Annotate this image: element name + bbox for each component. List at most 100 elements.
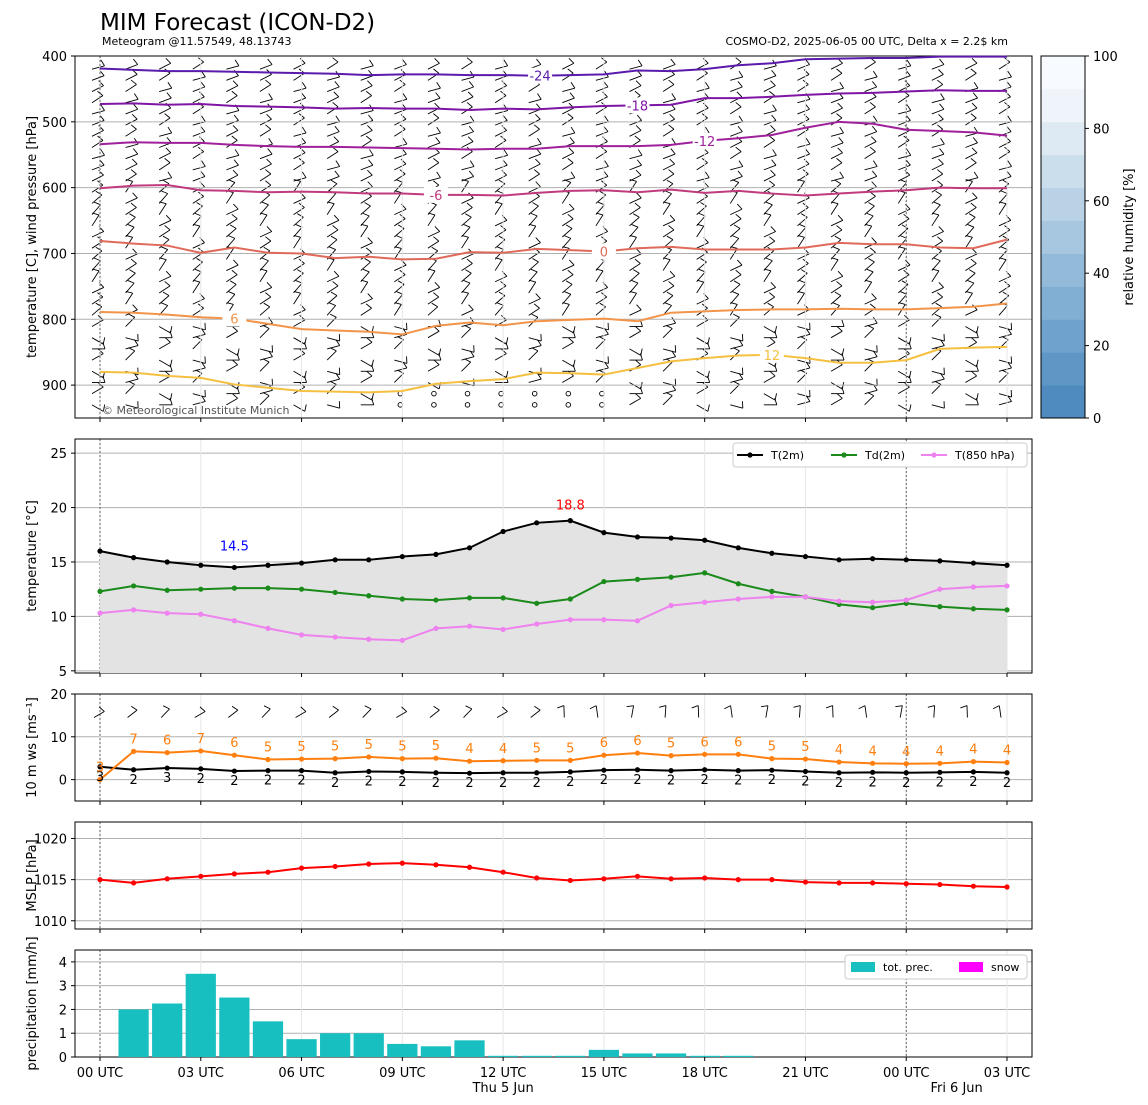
wind-barb	[91, 110, 105, 115]
wind-barb	[705, 126, 710, 134]
wind-barb	[436, 171, 441, 178]
wind-barb	[299, 147, 306, 154]
data-point	[130, 748, 137, 754]
wind-barb	[898, 208, 911, 216]
wind-barb	[629, 197, 642, 204]
wind-barb	[293, 370, 306, 379]
wind-barb	[730, 264, 743, 271]
wind-barb	[196, 258, 203, 263]
data-point	[970, 883, 977, 889]
wind-barb	[494, 154, 508, 160]
wind-barb	[932, 268, 940, 272]
wind-barb	[662, 74, 675, 81]
wind-barb	[164, 113, 171, 119]
wind-barb	[360, 174, 373, 182]
wind-barb	[326, 259, 335, 271]
wind-barb	[635, 80, 642, 86]
x-tick-label: 18 UTC	[681, 1066, 727, 1081]
wind-barb	[763, 214, 772, 227]
wind-barb	[631, 705, 635, 718]
wind-barb	[730, 86, 743, 92]
wind-barb	[125, 272, 136, 283]
wind-barb	[903, 348, 910, 354]
wind-barb	[434, 57, 440, 64]
wind-barb	[158, 359, 171, 367]
y-tick-label: 20	[50, 502, 67, 517]
data-point	[702, 875, 708, 881]
data-point	[466, 770, 473, 776]
wind-barb	[364, 202, 371, 207]
wind-barb	[629, 235, 637, 238]
wind-barb	[933, 705, 936, 718]
wind-barb	[936, 169, 944, 175]
wind-barb	[662, 84, 675, 92]
wind-barb	[494, 203, 503, 215]
gust-label: 4	[936, 744, 944, 759]
wind-barb	[965, 253, 978, 260]
data-point	[97, 877, 103, 883]
mean-wind-label: 2	[331, 776, 339, 791]
wind-barb	[732, 179, 739, 183]
wind-barb	[461, 309, 474, 316]
wind-barb	[906, 149, 912, 156]
wind-barb	[705, 171, 710, 178]
wind-barb	[735, 213, 742, 220]
wind-barb	[259, 84, 272, 92]
wind-barb	[629, 65, 643, 70]
wind-barb	[494, 305, 504, 316]
wind-barb	[735, 146, 742, 152]
wind-barb	[662, 395, 673, 406]
wind-barb	[131, 158, 138, 165]
data-point	[567, 596, 573, 602]
subtitle-model-run: COSMO-D2, 2025-06-05 00 UTC, Delta x = 2…	[725, 35, 1008, 48]
wind-barb	[366, 337, 373, 343]
wind-barb	[293, 207, 305, 215]
wind-barb	[1000, 246, 1008, 250]
wind-barb	[970, 202, 977, 208]
data-point	[433, 625, 439, 631]
wind-barb	[293, 97, 306, 104]
wind-barb	[904, 80, 911, 86]
data-point	[433, 597, 439, 603]
wind-barb	[259, 328, 270, 339]
data-point	[298, 586, 305, 592]
wind-barb	[662, 128, 675, 137]
wind-barb	[365, 303, 372, 309]
wind-barb	[129, 269, 136, 274]
wind-barb	[394, 108, 407, 115]
wind-barb	[158, 342, 171, 350]
wind-barb	[366, 370, 373, 377]
gust-label: 5	[533, 741, 541, 756]
wind-barb	[698, 268, 706, 273]
data-point	[433, 770, 439, 776]
wind-barb	[769, 292, 776, 298]
wind-barb	[965, 162, 977, 171]
isotherm-label-bg	[423, 186, 448, 203]
wind-barb	[231, 135, 238, 141]
wind-barb	[226, 302, 234, 305]
data-point	[130, 767, 137, 773]
wind-barb	[763, 194, 774, 204]
wind-barb	[797, 393, 811, 398]
subtitle-location: Meteogram @11.57549, 48.13743	[102, 35, 292, 48]
data-point	[836, 759, 842, 765]
wind-barb	[669, 113, 675, 120]
y-tick-label: 1015	[34, 874, 67, 889]
wind-barb	[468, 304, 474, 311]
wind-barb	[259, 64, 273, 70]
wind-barb	[226, 208, 239, 216]
gust-label: 5	[566, 741, 574, 756]
wind-barb	[938, 69, 944, 75]
mean-wind-label: 2	[398, 775, 406, 790]
wind-barb	[897, 337, 910, 345]
wind-barb	[971, 147, 978, 154]
wind-barb	[696, 337, 709, 345]
colorbar-tick-label: 40	[1093, 267, 1110, 282]
wind-barb	[228, 291, 236, 295]
wind-barb	[897, 353, 910, 361]
wind-barb	[836, 326, 843, 332]
wind-barb	[1002, 291, 1010, 296]
wind-barb	[133, 93, 139, 100]
wind-barb	[362, 708, 372, 718]
wind-barb	[433, 236, 440, 242]
